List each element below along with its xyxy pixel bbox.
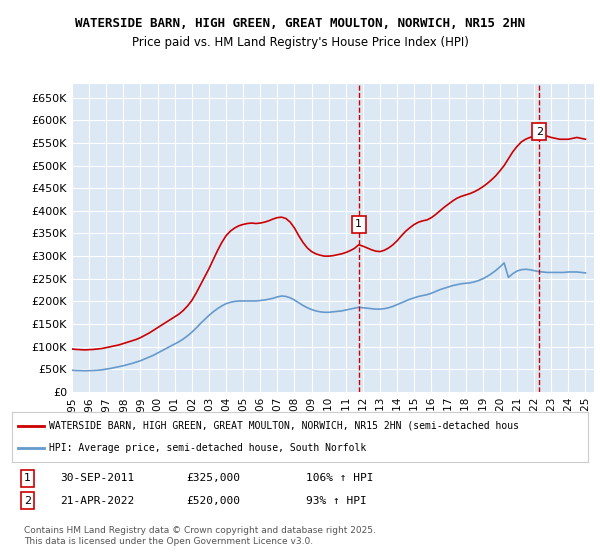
Text: 1: 1 — [24, 473, 31, 483]
Text: HPI: Average price, semi-detached house, South Norfolk: HPI: Average price, semi-detached house,… — [49, 443, 367, 453]
Text: Contains HM Land Registry data © Crown copyright and database right 2025.
This d: Contains HM Land Registry data © Crown c… — [24, 526, 376, 546]
Text: 2: 2 — [24, 496, 31, 506]
Text: 30-SEP-2011: 30-SEP-2011 — [60, 473, 134, 483]
Text: Price paid vs. HM Land Registry's House Price Index (HPI): Price paid vs. HM Land Registry's House … — [131, 36, 469, 49]
Text: 1: 1 — [355, 220, 362, 230]
Text: 106% ↑ HPI: 106% ↑ HPI — [306, 473, 373, 483]
Text: 93% ↑ HPI: 93% ↑ HPI — [306, 496, 367, 506]
Text: 21-APR-2022: 21-APR-2022 — [60, 496, 134, 506]
Text: 2: 2 — [536, 127, 543, 137]
Text: £520,000: £520,000 — [186, 496, 240, 506]
Text: WATERSIDE BARN, HIGH GREEN, GREAT MOULTON, NORWICH, NR15 2HN: WATERSIDE BARN, HIGH GREEN, GREAT MOULTO… — [75, 17, 525, 30]
Text: £325,000: £325,000 — [186, 473, 240, 483]
Text: WATERSIDE BARN, HIGH GREEN, GREAT MOULTON, NORWICH, NR15 2HN (semi-detached hous: WATERSIDE BARN, HIGH GREEN, GREAT MOULTO… — [49, 421, 520, 431]
